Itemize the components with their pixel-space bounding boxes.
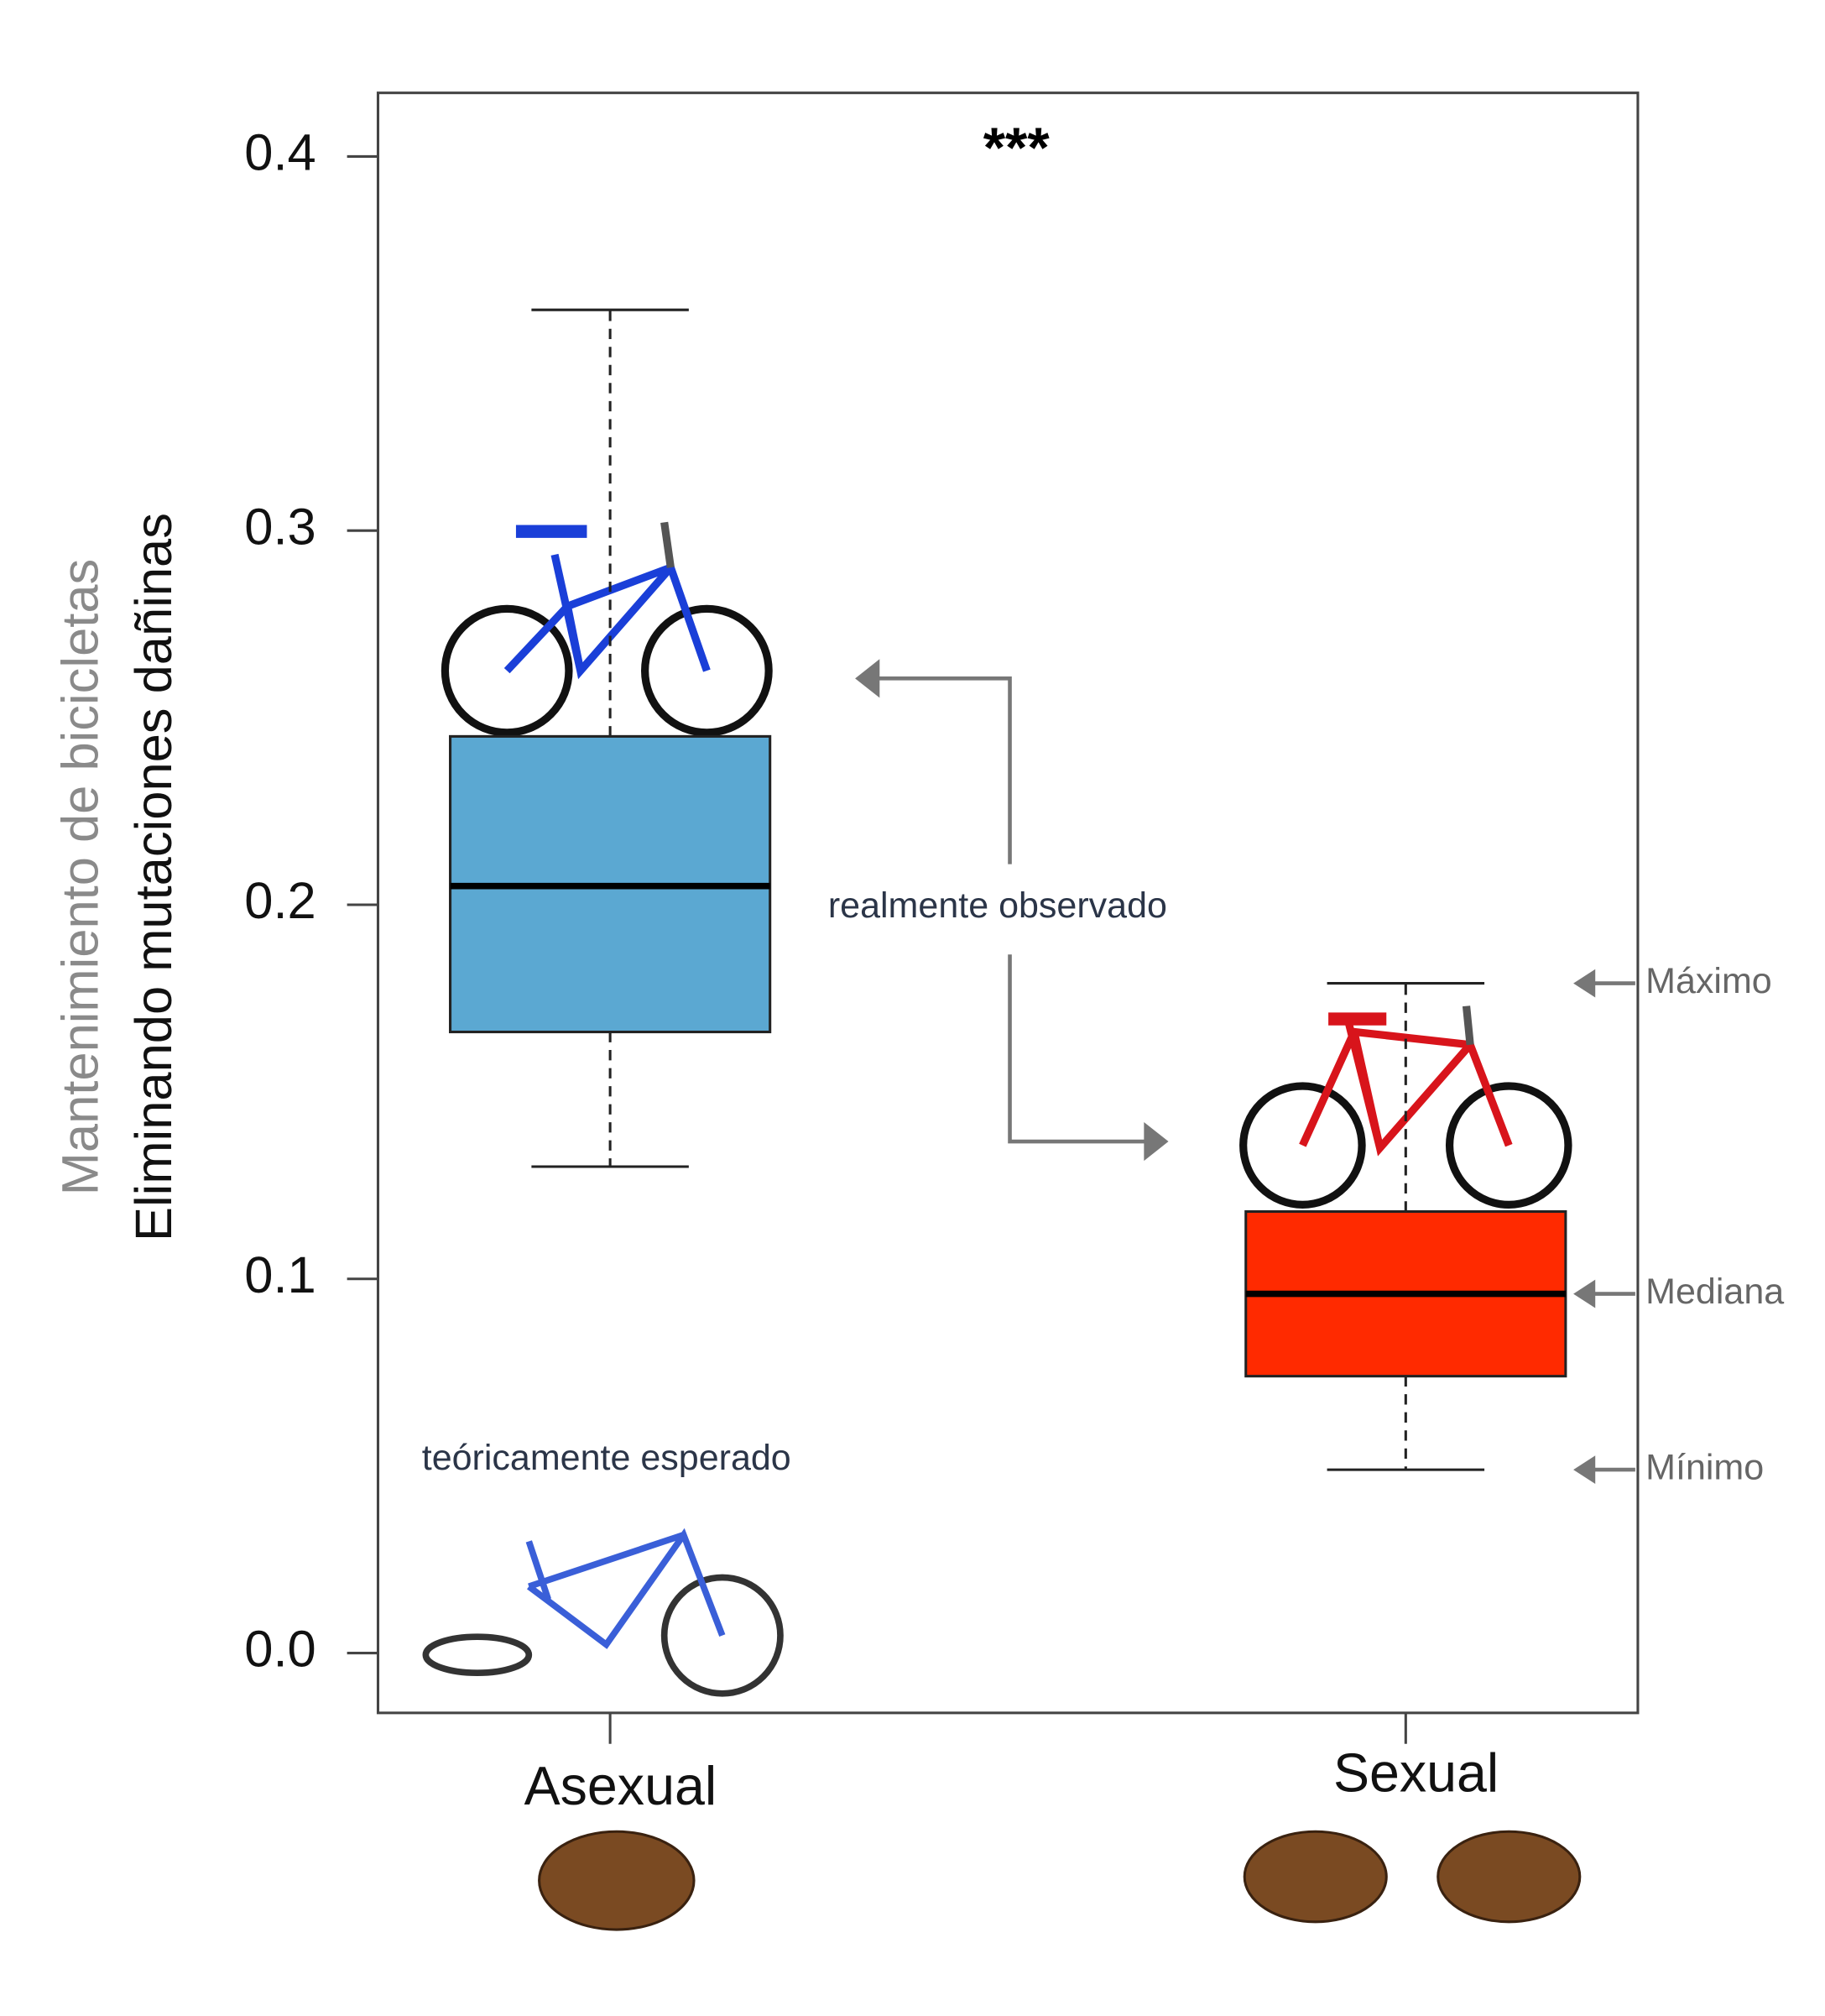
y-tick-label: 0.2: [244, 872, 315, 930]
beetle-icon: [538, 1830, 1582, 1931]
arrow-head: [1144, 1122, 1169, 1162]
expected-label: teóricamente esperado: [422, 1438, 791, 1478]
arrow-line: [877, 676, 1012, 864]
x-tick-label: Sexual: [1333, 1743, 1499, 1804]
side-label: Máximo: [1645, 961, 1772, 1001]
y-axis-label-top: Mantenimiento de bicicletas: [51, 559, 109, 1196]
y-tick-label: 0.3: [244, 498, 315, 556]
arrow-line: [1008, 954, 1148, 1144]
significance: ***: [983, 117, 1051, 180]
y-tick-label: 0.1: [244, 1246, 315, 1304]
observed-arrows: [877, 676, 1148, 1144]
arrow-head: [855, 659, 880, 698]
bike-icon: [441, 521, 773, 737]
bike-icon: [1239, 1005, 1572, 1209]
y-tick-label: 0.0: [244, 1621, 315, 1679]
pointer-head: [1573, 1455, 1596, 1485]
side-label: Mediana: [1645, 1272, 1784, 1312]
broken-bike-icon: [422, 1528, 784, 1697]
y-tick-label: 0.4: [244, 124, 315, 182]
observed-label: realmente observado: [828, 885, 1167, 926]
plot-frame: [376, 91, 1640, 1715]
x-tick-label: Asexual: [524, 1756, 717, 1816]
side-label: Mínimo: [1645, 1447, 1764, 1487]
pointer-head: [1573, 1279, 1596, 1308]
y-axis-label: Eliminando mutaciones dañinas: [125, 513, 183, 1241]
pointer-head: [1573, 969, 1596, 998]
